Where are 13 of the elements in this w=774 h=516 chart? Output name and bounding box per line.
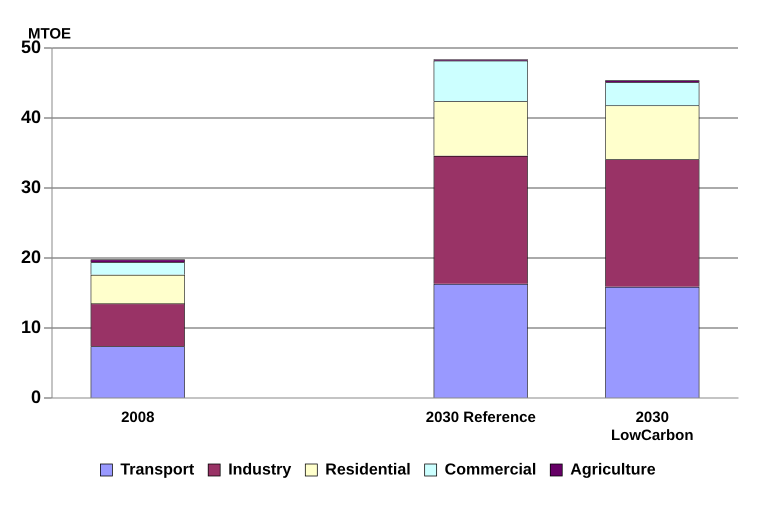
y-tick-label: 40 bbox=[20, 106, 42, 127]
legend-label: Residential bbox=[325, 461, 411, 478]
y-tick-label: 20 bbox=[20, 246, 42, 267]
y-tick-label: 0 bbox=[31, 386, 42, 407]
y-tick-label: 30 bbox=[20, 176, 42, 197]
legend-label: Transport bbox=[120, 461, 195, 478]
x-tick-label: 2030 LowCarbon bbox=[611, 409, 694, 444]
legend-label: Industry bbox=[228, 461, 292, 478]
x-tick-label: 2008 bbox=[121, 409, 154, 426]
legend-label: Commercial bbox=[444, 461, 536, 478]
x-tick-label: 2030 Reference bbox=[426, 409, 536, 426]
y-tick-label: 10 bbox=[20, 316, 42, 337]
legend-label: Agriculture bbox=[570, 461, 656, 478]
